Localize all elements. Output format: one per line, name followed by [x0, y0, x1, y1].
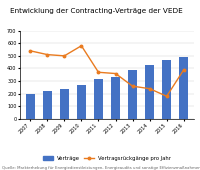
Bar	[43, 91, 52, 119]
Text: Entwicklung der Contracting-Verträge der VEDE: Entwicklung der Contracting-Verträge der…	[10, 8, 183, 14]
Bar	[128, 70, 137, 119]
Bar	[26, 94, 35, 119]
Bar	[94, 79, 103, 119]
Bar	[145, 65, 154, 119]
Text: Quelle: Markterhebung für Energiedienstleistungen, Energieaudits und sonstige Ef: Quelle: Markterhebung für Energiedienstl…	[2, 166, 200, 170]
Bar	[162, 60, 171, 119]
Legend: Verträge, Vertragsrückgänge pro Jahr: Verträge, Vertragsrückgänge pro Jahr	[43, 156, 171, 160]
Bar	[60, 89, 69, 119]
Bar	[111, 77, 120, 119]
Bar	[179, 57, 188, 119]
Bar	[77, 85, 86, 119]
